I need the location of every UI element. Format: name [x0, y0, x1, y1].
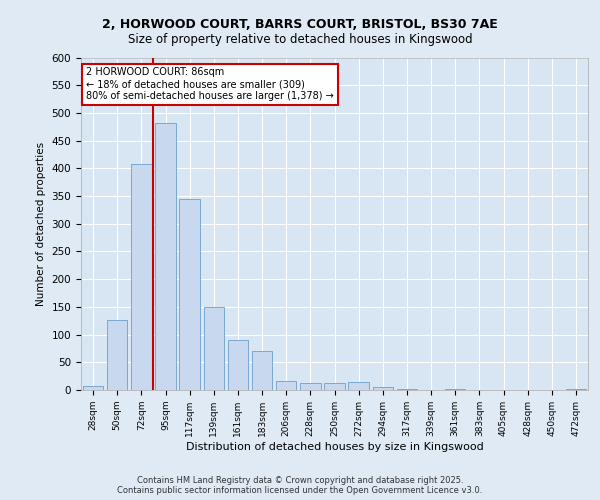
Text: 2 HORWOOD COURT: 86sqm
← 18% of detached houses are smaller (309)
80% of semi-de: 2 HORWOOD COURT: 86sqm ← 18% of detached… — [86, 68, 334, 100]
Text: Size of property relative to detached houses in Kingswood: Size of property relative to detached ho… — [128, 32, 472, 46]
Bar — [227, 340, 248, 390]
X-axis label: Distribution of detached houses by size in Kingswood: Distribution of detached houses by size … — [185, 442, 484, 452]
Bar — [349, 382, 369, 390]
Bar — [155, 124, 176, 390]
Bar — [179, 200, 200, 390]
Bar — [107, 320, 127, 390]
Bar — [445, 389, 466, 390]
Bar — [373, 387, 393, 390]
Bar — [252, 351, 272, 390]
Bar — [131, 164, 152, 390]
Text: Contains HM Land Registry data © Crown copyright and database right 2025.
Contai: Contains HM Land Registry data © Crown c… — [118, 476, 482, 495]
Bar — [300, 383, 320, 390]
Bar — [324, 384, 345, 390]
Text: 2, HORWOOD COURT, BARRS COURT, BRISTOL, BS30 7AE: 2, HORWOOD COURT, BARRS COURT, BRISTOL, … — [102, 18, 498, 30]
Y-axis label: Number of detached properties: Number of detached properties — [36, 142, 46, 306]
Bar — [276, 380, 296, 390]
Bar — [203, 307, 224, 390]
Bar — [83, 386, 103, 390]
